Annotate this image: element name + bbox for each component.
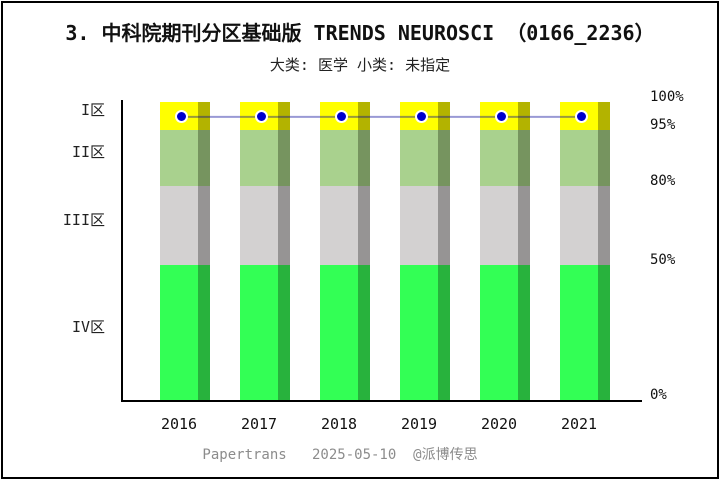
bar-shadow-segment [278, 186, 290, 265]
data-point-marker [254, 110, 268, 124]
zone-label: IV区 [71, 317, 105, 336]
bar-segment [320, 265, 358, 400]
zone-label: II区 [71, 142, 105, 161]
chart-title: 3. 中科院期刊分区基础版 TRENDS NEUROSCI （0166_2236… [65, 21, 655, 45]
bar-segment [240, 186, 278, 265]
bar-segment [480, 129, 518, 186]
right-axis-tick: 100% [650, 89, 684, 105]
right-axis-tick: 95% [650, 116, 676, 133]
bar-segment [400, 265, 438, 400]
bar-shadow-segment [438, 186, 450, 265]
bar-segment [560, 129, 598, 186]
year-label: 2019 [400, 415, 438, 433]
bar-segment [160, 186, 198, 265]
bar-shadow-segment [358, 265, 370, 400]
bar-segment [480, 186, 518, 265]
y-axis-line [121, 100, 123, 402]
data-point-marker [494, 110, 508, 124]
bar-shadow-segment [278, 129, 290, 186]
bar-shadow-segment [518, 129, 530, 186]
bar-shadow-segment [358, 186, 370, 265]
bar-shadow-segment [198, 265, 210, 400]
bar-shadow-segment [598, 265, 610, 400]
zone-label: III区 [62, 210, 105, 229]
bar-segment [560, 265, 598, 400]
year-label: 2017 [240, 415, 278, 433]
bar-shadow-segment [198, 102, 210, 130]
year-label: 2021 [560, 415, 598, 433]
bar-segment [240, 129, 278, 186]
bar-segment [400, 129, 438, 186]
bar-segment [560, 186, 598, 265]
x-axis-line [121, 400, 642, 402]
bar-shadow-segment [358, 129, 370, 186]
bar-shadow-segment [598, 129, 610, 186]
bar-shadow-segment [198, 129, 210, 186]
bar-shadow-segment [438, 102, 450, 130]
data-point-marker [174, 110, 188, 124]
bar-shadow-segment [278, 102, 290, 130]
bar-shadow-segment [518, 186, 530, 265]
bar-shadow-segment [278, 265, 290, 400]
year-label: 2016 [160, 415, 198, 433]
right-axis-tick: 80% [650, 173, 676, 189]
footer-text: Papertrans 2025-05-10 @派博传思 [202, 447, 478, 463]
bar-shadow-segment [198, 186, 210, 265]
bar-shadow-segment [358, 102, 370, 130]
chart-subtitle: 大类: 医学 小类: 未指定 [269, 56, 451, 74]
year-label: 2020 [480, 415, 518, 433]
right-axis-tick: 50% [650, 252, 676, 268]
bar-shadow-segment [438, 129, 450, 186]
zone-label: I区 [80, 100, 105, 119]
bar-segment [160, 129, 198, 186]
bar-segment [320, 186, 358, 265]
data-point-marker [414, 110, 428, 124]
bar-segment [400, 186, 438, 265]
data-point-marker [574, 110, 588, 124]
year-label: 2018 [320, 415, 358, 433]
bar-segment [160, 265, 198, 400]
data-point-marker [334, 110, 348, 124]
right-axis-tick: 0% [650, 387, 667, 403]
bar-shadow-segment [518, 265, 530, 400]
bar-shadow-segment [518, 102, 530, 130]
bar-shadow-segment [598, 186, 610, 265]
bar-segment [320, 129, 358, 186]
bar-shadow-segment [598, 102, 610, 130]
bar-segment [240, 265, 278, 400]
bar-shadow-segment [438, 265, 450, 400]
bar-segment [480, 265, 518, 400]
